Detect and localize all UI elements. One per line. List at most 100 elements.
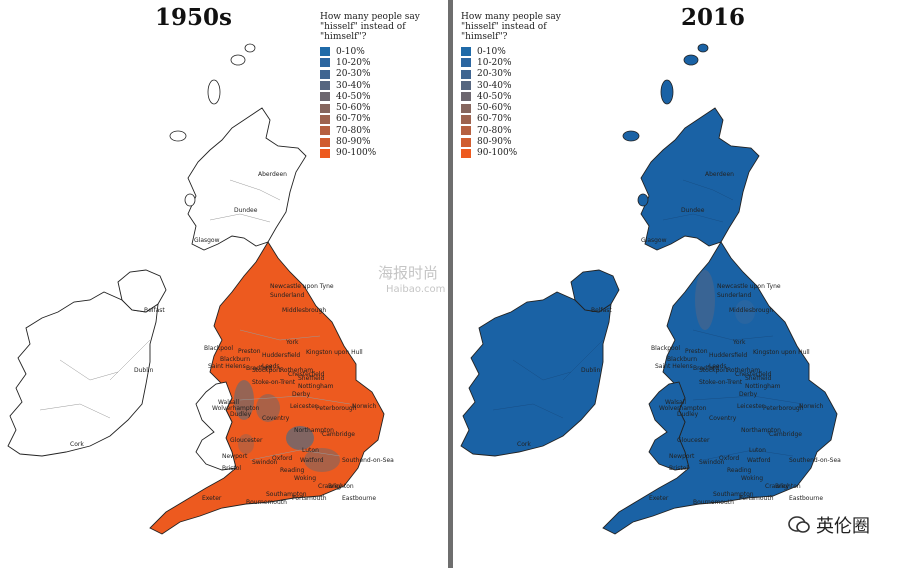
map-title: 1950s — [155, 4, 232, 31]
island-shape — [637, 193, 649, 207]
legend-item: 10-20% — [461, 57, 591, 68]
city-label: Oxford — [272, 455, 292, 462]
city-label: Exeter — [202, 495, 222, 502]
northern-ireland-region — [117, 269, 167, 313]
legend-label: 90-100% — [336, 148, 377, 159]
city-label: Leeds — [709, 363, 727, 370]
city-label: Huddersfield — [262, 352, 300, 359]
city-label: Derby — [739, 391, 758, 398]
island-shape — [207, 79, 221, 105]
legend-swatch — [320, 114, 330, 124]
city-label: Blackburn — [667, 356, 697, 363]
city-label: Stoke-on-Trent — [252, 379, 296, 386]
legend-label: 10-20% — [477, 57, 512, 68]
city-label: Aberdeen — [258, 171, 287, 178]
island-shape — [683, 54, 699, 66]
city-label: Portsmouth — [739, 495, 774, 502]
city-label: Watford — [747, 457, 771, 464]
city-label: Luton — [302, 447, 319, 454]
legend-item: 40-50% — [461, 91, 591, 102]
city-label: Newport — [222, 453, 248, 460]
legend-item: 90-100% — [320, 148, 448, 159]
county-border — [39, 403, 111, 419]
city-label: Nottingham — [298, 383, 334, 390]
city-label: Swindon — [699, 459, 725, 466]
county-border — [562, 339, 604, 381]
city-label: Leicester — [290, 403, 318, 410]
city-label: Northampton — [741, 427, 781, 434]
dialect-area — [695, 270, 715, 330]
county-border — [109, 339, 151, 381]
legend-item: 70-80% — [461, 125, 591, 136]
legend-swatch — [461, 69, 471, 79]
legend-title: How many people say "hisself" instead of… — [320, 12, 420, 42]
logo-text: 英伦圈 — [816, 516, 870, 537]
city-label: Northampton — [294, 427, 334, 434]
legend-swatch — [320, 92, 330, 102]
city-label: Middlesbrough — [729, 307, 773, 314]
legend-label: 80-90% — [477, 137, 512, 148]
county-border — [239, 329, 321, 341]
city-label: Gloucester — [677, 437, 710, 444]
city-label: Leicester — [737, 403, 765, 410]
legend-label: 60-70% — [336, 114, 371, 125]
city-label: Dundee — [681, 207, 705, 214]
legend-item: 30-40% — [320, 80, 448, 91]
city-label: Reading — [727, 467, 752, 474]
city-label: Belfast — [144, 307, 165, 314]
england-region — [602, 241, 838, 535]
city-label: Bradford — [246, 365, 272, 372]
city-label: Bournemouth — [246, 499, 287, 506]
city-label: Crawley — [318, 483, 343, 490]
county-border — [512, 359, 572, 381]
island-shape — [622, 130, 640, 142]
county-border — [209, 213, 271, 223]
legend-label: 70-80% — [477, 125, 512, 136]
dialect-area — [735, 300, 755, 324]
city-label: Luton — [749, 447, 766, 454]
city-label: Rotherham — [727, 367, 760, 374]
legend-label: 20-30% — [336, 69, 371, 80]
watermark-text: Haibao.com — [386, 284, 446, 295]
island-shape — [660, 79, 674, 105]
map-panel-1950s: Aberdeen Dundee Glasgow Belfast Dublin Cork Ne… — [0, 0, 448, 568]
legend-swatch — [320, 126, 330, 136]
county-border — [662, 213, 724, 223]
city-label: Glasgow — [194, 237, 220, 244]
legend-swatch — [461, 148, 471, 158]
legend-swatch — [320, 148, 330, 158]
island-shape — [697, 43, 709, 53]
city-label: Cambridge — [769, 431, 802, 438]
city-label: Middlesbrough — [282, 307, 326, 314]
legend-label: 30-40% — [336, 80, 371, 91]
legend-item: 70-80% — [320, 125, 448, 136]
city-label: Chesterfield — [735, 371, 771, 378]
dialect-area — [234, 380, 254, 420]
city-label: Coventry — [709, 415, 737, 422]
city-label: Wolverhampton — [212, 405, 260, 412]
city-label: Exeter — [649, 495, 669, 502]
dialect-area — [286, 426, 314, 450]
legend-label: 10-20% — [336, 57, 371, 68]
city-label: Southend-on-Sea — [789, 457, 841, 464]
city-label: Sunderland — [717, 292, 752, 299]
city-label: Aberdeen — [705, 171, 734, 178]
county-border — [239, 395, 351, 405]
map-panel-2016: Aberdeen Dundee Glasgow Belfast Dublin Cork Ne… — [453, 0, 900, 568]
county-border — [492, 403, 564, 419]
legend-item: 20-30% — [461, 69, 591, 80]
county-border — [249, 449, 341, 461]
city-label: Watford — [300, 457, 324, 464]
legend-swatch — [320, 137, 330, 147]
city-label: Kingston upon Hull — [753, 349, 810, 356]
city-label: Woking — [741, 475, 763, 482]
city-label: Blackpool — [204, 345, 233, 352]
city-label: Swindon — [252, 459, 278, 466]
legend-swatch — [461, 126, 471, 136]
legend-label: 70-80% — [336, 125, 371, 136]
city-label: Nottingham — [745, 383, 781, 390]
city-label: Bradford — [693, 365, 719, 372]
city-label: Derby — [292, 391, 311, 398]
county-border — [692, 395, 804, 405]
city-label: Oxford — [719, 455, 739, 462]
